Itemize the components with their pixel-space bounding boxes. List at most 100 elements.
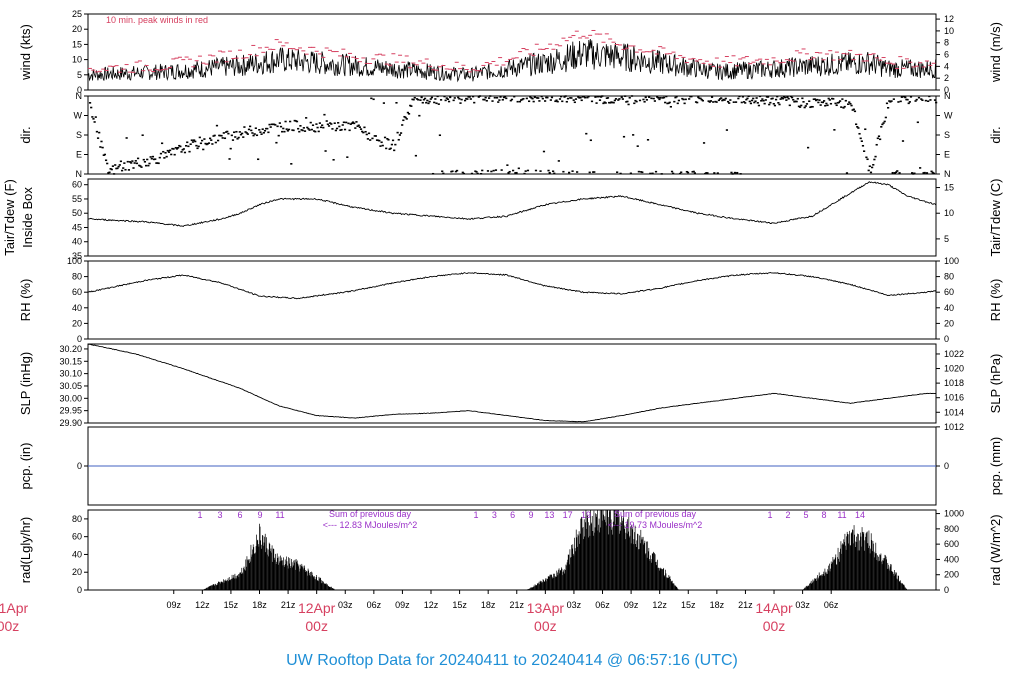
dir-mark [397, 138, 400, 141]
dir-mark [754, 100, 757, 103]
series-tair [87, 181, 937, 228]
dir-mark [626, 100, 629, 103]
dir-mark [133, 162, 136, 164]
time-tick-label: 06z [595, 600, 610, 610]
dir-mark [338, 125, 341, 128]
dir-mark [764, 99, 767, 101]
panel-frame [87, 509, 937, 591]
dir-mark [434, 98, 437, 100]
dir-mark [732, 101, 735, 103]
dir-mark [382, 102, 385, 104]
ylabel-right: dir. [988, 126, 1003, 143]
dir-mark [195, 144, 198, 147]
dir-mark [704, 172, 707, 175]
dir-mark [593, 171, 596, 173]
dir-mark [521, 98, 524, 101]
dir-mark [442, 172, 445, 175]
dir-mark [921, 99, 924, 102]
dir-mark [588, 171, 591, 174]
dir-mark [293, 119, 296, 122]
dir-mark [913, 172, 916, 175]
dir-mark [393, 149, 396, 152]
dir-mark [202, 148, 205, 151]
dir-mark [920, 98, 923, 100]
left-tick-label: 60 [72, 287, 82, 297]
dir-mark [466, 98, 469, 100]
dir-mark [832, 98, 835, 100]
dir-mark [449, 96, 452, 99]
dir-mark [319, 126, 323, 129]
left-tick-label: 5 [77, 70, 82, 80]
dir-mark [682, 98, 685, 101]
dir-mark [362, 131, 365, 134]
dir-mark [755, 97, 758, 99]
dir-mark [197, 145, 200, 148]
dir-mark [914, 100, 917, 102]
dir-mark [123, 162, 126, 164]
dir-mark [317, 130, 320, 133]
left-tick-label: 40 [72, 549, 82, 559]
ylabel-right: RH (%) [988, 279, 1003, 322]
dir-mark [688, 98, 691, 100]
dir-mark [229, 147, 232, 150]
dir-mark [795, 100, 798, 103]
dir-mark [502, 96, 506, 99]
panel-wind: 0 5 10 15 20 25 0 2 46 8 10 12 wind (kts) wind (m/s) 1… [18, 9, 1003, 95]
dir-mark [876, 137, 879, 140]
dir-mark [610, 101, 613, 103]
dir-mark [326, 123, 329, 126]
dir-mark [923, 171, 926, 174]
dir-mark [522, 97, 525, 100]
dir-mark [172, 148, 175, 150]
dir-mark [506, 164, 509, 166]
dir-mark [572, 99, 575, 101]
right-tick-label: 1018 [944, 378, 964, 388]
dir-mark [318, 122, 321, 124]
dir-mark [602, 102, 605, 105]
dir-mark [491, 100, 494, 102]
dir-mark [244, 131, 247, 133]
dir-mark [612, 101, 615, 104]
dir-mark [347, 122, 350, 125]
dir-mark [279, 125, 283, 128]
dir-mark [187, 145, 190, 148]
dir-mark [629, 172, 632, 175]
dir-mark [486, 170, 490, 172]
left-tick-label: 29.90 [59, 418, 82, 428]
dir-mark [776, 95, 779, 98]
dir-mark [864, 128, 867, 131]
dir-mark [822, 100, 826, 102]
dir-mark [651, 172, 654, 175]
dir-mark [303, 130, 307, 132]
dir-mark [674, 96, 677, 99]
dir-mark [833, 129, 836, 131]
right-tick-label: 0 [944, 585, 949, 595]
dir-mark [147, 164, 150, 167]
right-tick-label: 8 [944, 38, 949, 48]
dir-mark [562, 170, 565, 173]
dir-mark [139, 165, 142, 167]
dir-mark [690, 95, 693, 98]
dir-mark [788, 104, 791, 107]
dir-mark [654, 170, 658, 173]
dir-mark [339, 129, 342, 131]
dir-mark [548, 171, 551, 174]
dir-mark [831, 97, 834, 100]
dir-mark [262, 131, 265, 134]
dir-mark [849, 102, 852, 105]
dir-mark [324, 150, 327, 152]
dir-mark [710, 96, 714, 98]
dir-mark [829, 102, 833, 105]
dir-mark [274, 124, 277, 126]
dir-mark [333, 122, 336, 125]
dir-mark [590, 100, 594, 103]
solar-hour-label: 9 [257, 510, 262, 520]
right-tick-label: 4 [944, 61, 949, 71]
dir-mark [260, 133, 263, 135]
dir-mark [354, 127, 357, 129]
dir-mark [770, 97, 773, 100]
dir-mark [625, 101, 628, 103]
dir-mark [542, 150, 546, 153]
dir-mark [850, 104, 853, 107]
dir-mark [119, 160, 123, 163]
